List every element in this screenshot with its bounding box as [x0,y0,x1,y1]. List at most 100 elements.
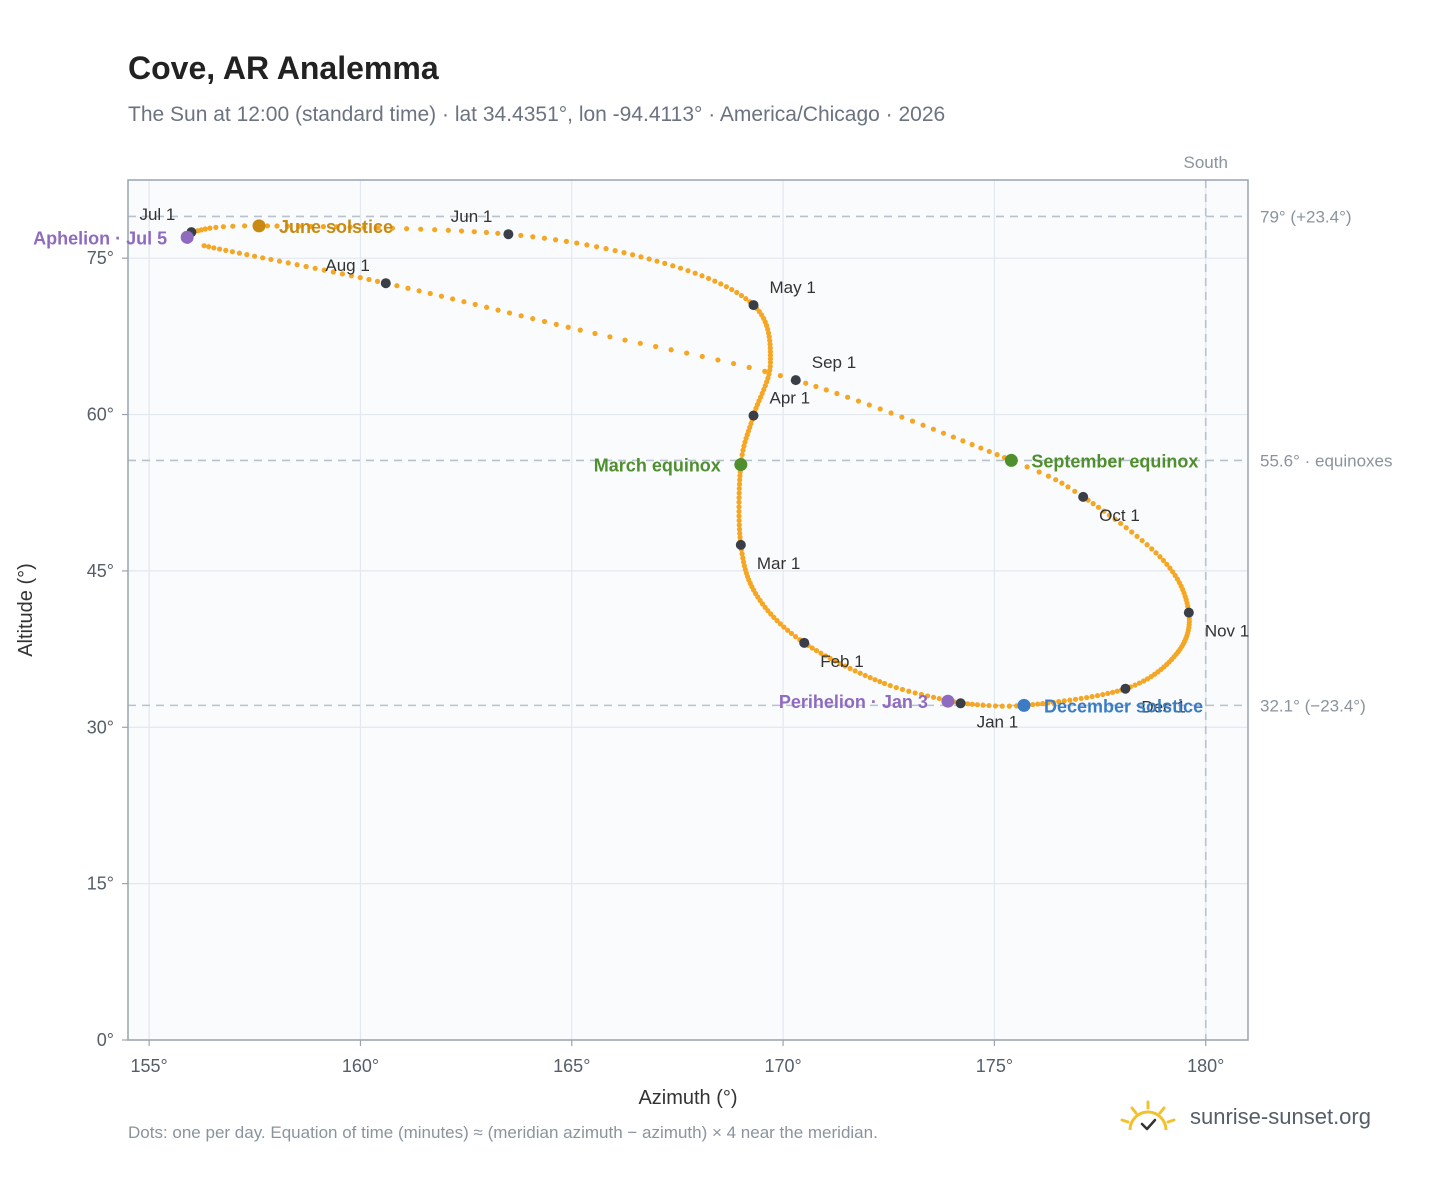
day-dot [506,310,513,316]
day-dot [852,668,858,674]
south-label: South [1184,153,1228,172]
day-dot [308,223,314,230]
day-dot [530,316,536,322]
day-dot [629,252,636,258]
day-dot [1139,537,1145,544]
day-dot [1170,569,1176,575]
day-dot [888,410,894,416]
day-dot [347,224,353,230]
day-dot [729,286,735,293]
day-dot [940,430,947,436]
day-dot [723,284,730,290]
day-dot [260,255,266,261]
day-dot [906,688,912,694]
day-dot [530,234,536,240]
day-dot [813,383,819,390]
day-dot [495,307,501,313]
day-dot [767,352,774,358]
day-dot [920,422,926,428]
day-dot [236,250,243,256]
day-dot [348,273,354,279]
day-dot [483,229,489,236]
day-dot [603,246,609,252]
day-dot [320,224,326,230]
event-markers: June solstice December solstice March equi… [33,217,1203,717]
day-dot [432,227,438,233]
day-dot [565,324,571,330]
day-dot [736,490,742,496]
day-dot [230,223,236,229]
day-dot [207,225,213,231]
day-dot [1006,703,1012,709]
day-dot [1084,694,1090,701]
day-dot [541,235,548,241]
day-dot [213,224,219,230]
day-dot [646,256,652,262]
day-dot [1056,699,1062,705]
day-dot [668,347,674,353]
day-dot [737,473,743,479]
day-dot [1045,700,1051,706]
month-label: Dec 1 [1141,698,1185,717]
day-dot [1053,477,1059,483]
day-dot [594,244,600,250]
day-dot [777,621,783,627]
day-dot [734,289,740,296]
day-dot [827,655,833,662]
day-dot [740,555,746,561]
chart-title: Cove, AR Analemma [128,50,439,86]
day-dot [339,271,346,277]
day-dot [244,252,250,258]
day-dot [730,360,737,367]
day-dot [739,452,745,458]
day-dot [715,357,721,363]
sun-icon [1120,1100,1176,1131]
brand-logo[interactable]: sunrise-sunset.org [1120,1100,1371,1134]
day-dot [220,224,226,230]
day-dot [416,288,422,294]
day-dot [1164,561,1170,567]
month-label: Aug 1 [325,256,369,275]
x-tick-label: 165° [553,1056,590,1076]
day-dot [887,682,893,689]
day-dot [552,237,559,243]
day-dot [918,691,925,698]
month-label: Sep 1 [812,353,856,372]
x-axis-title: Azimuth (°) [638,1087,737,1109]
day-dot [684,350,690,356]
day-dot [333,224,340,230]
day-dot [736,485,742,492]
day-dot [736,526,743,532]
brand-name: sunrise-sunset.org [1190,1104,1371,1129]
day-dot [1100,691,1106,698]
event-label: March equinox [594,456,721,476]
day-dot [461,299,467,305]
day-dot [877,406,883,412]
day-dot [736,481,743,487]
month-label: May 1 [770,278,816,297]
month-dot [790,375,801,386]
day-dot [767,367,773,373]
day-dot [969,701,975,707]
day-dot [1153,550,1159,556]
axis-ticks: 155° 160° 165° 170° 175° 180° 0° 15° 30° 45° 60° 75… [87,248,1225,1076]
month-label: Jan 1 [977,712,1019,731]
day-dot [767,356,774,362]
day-dot [374,278,381,284]
day-dot [518,313,524,319]
day-dot [736,522,742,528]
day-dot [740,447,746,453]
month-label: Jun 1 [451,207,493,226]
day-dot [809,645,815,651]
day-dot [1036,469,1042,475]
day-dot [284,223,291,229]
day-dot [762,368,768,374]
footnote: Dots: one per day. Equation of time (min… [128,1123,878,1142]
day-dot [837,660,843,667]
day-dot [1114,688,1120,694]
y-tick-label: 60° [87,405,114,425]
day-dot [909,418,916,424]
day-dot [950,434,956,440]
day-dot [1149,546,1155,552]
month-dot [1078,491,1089,502]
